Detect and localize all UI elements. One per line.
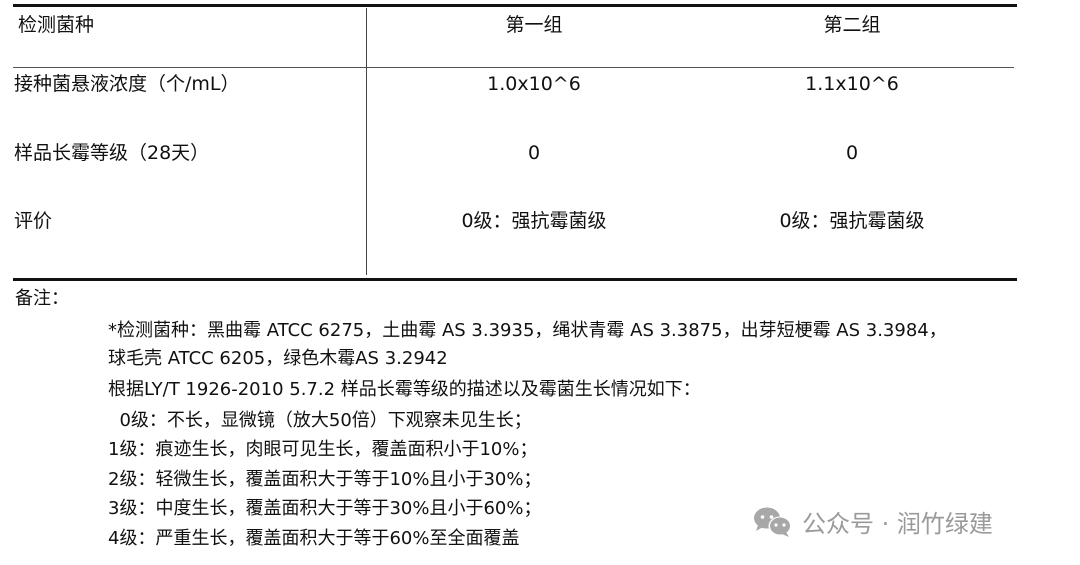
wechat-icon [754,507,792,537]
header-species: 检测菌种 [18,14,95,36]
table-bottom-rule [13,278,1017,281]
row-label-mold-grade: 样品长霉等级（28天） [14,142,210,164]
watermark-text: 公众号 · 润竹绿建 [802,510,993,538]
cell-group1-mold-grade: 0 [527,142,541,164]
table-header-rule [13,67,1014,68]
cell-group2-mold-grade: 0 [845,142,859,164]
watermark: 公众号 · 润竹绿建 [752,504,993,539]
note-line: 3级：中度生长，覆盖面积大于等于30%且小于60%； [108,498,542,519]
notes-title: 备注： [15,288,69,309]
cell-group2-evaluation: 0级：强抗霉菌级 [779,210,925,232]
table-column-divider [366,8,367,275]
cell-group1-evaluation: 0级：强抗霉菌级 [461,210,607,232]
cell-group1-concentration: 1.0x10^6 [487,73,581,95]
row-label-evaluation: 评价 [14,210,53,232]
note-line: *检测菌种：黑曲霉 ATCC 6275，土曲霉 AS 3.3935，绳状青霉 A… [108,320,947,341]
header-group2: 第二组 [823,14,881,36]
header-group1: 第一组 [505,14,563,36]
note-line: 球毛壳 ATCC 6205，绿色木霉AS 3.2942 [108,348,448,369]
note-line: 2级：轻微生长，覆盖面积大于等于10%且小于30%； [108,469,542,490]
note-line: 4级：严重生长，覆盖面积大于等于60%至全面覆盖 [108,528,520,549]
row-label-concentration: 接种菌悬液浓度（个/mL） [14,73,240,95]
table-top-rule [13,4,1017,7]
cell-group2-concentration: 1.1x10^6 [805,73,899,95]
note-line: 0级：不长，显微镜（放大50倍）下观察未见生长； [108,410,532,431]
note-line: 1级：痕迹生长，肉眼可见生长，覆盖面积小于10%； [108,439,538,460]
note-line: 根据LY/T 1926-2010 5.7.2 样品长霉等级的描述以及霉菌生长情况… [108,379,701,400]
